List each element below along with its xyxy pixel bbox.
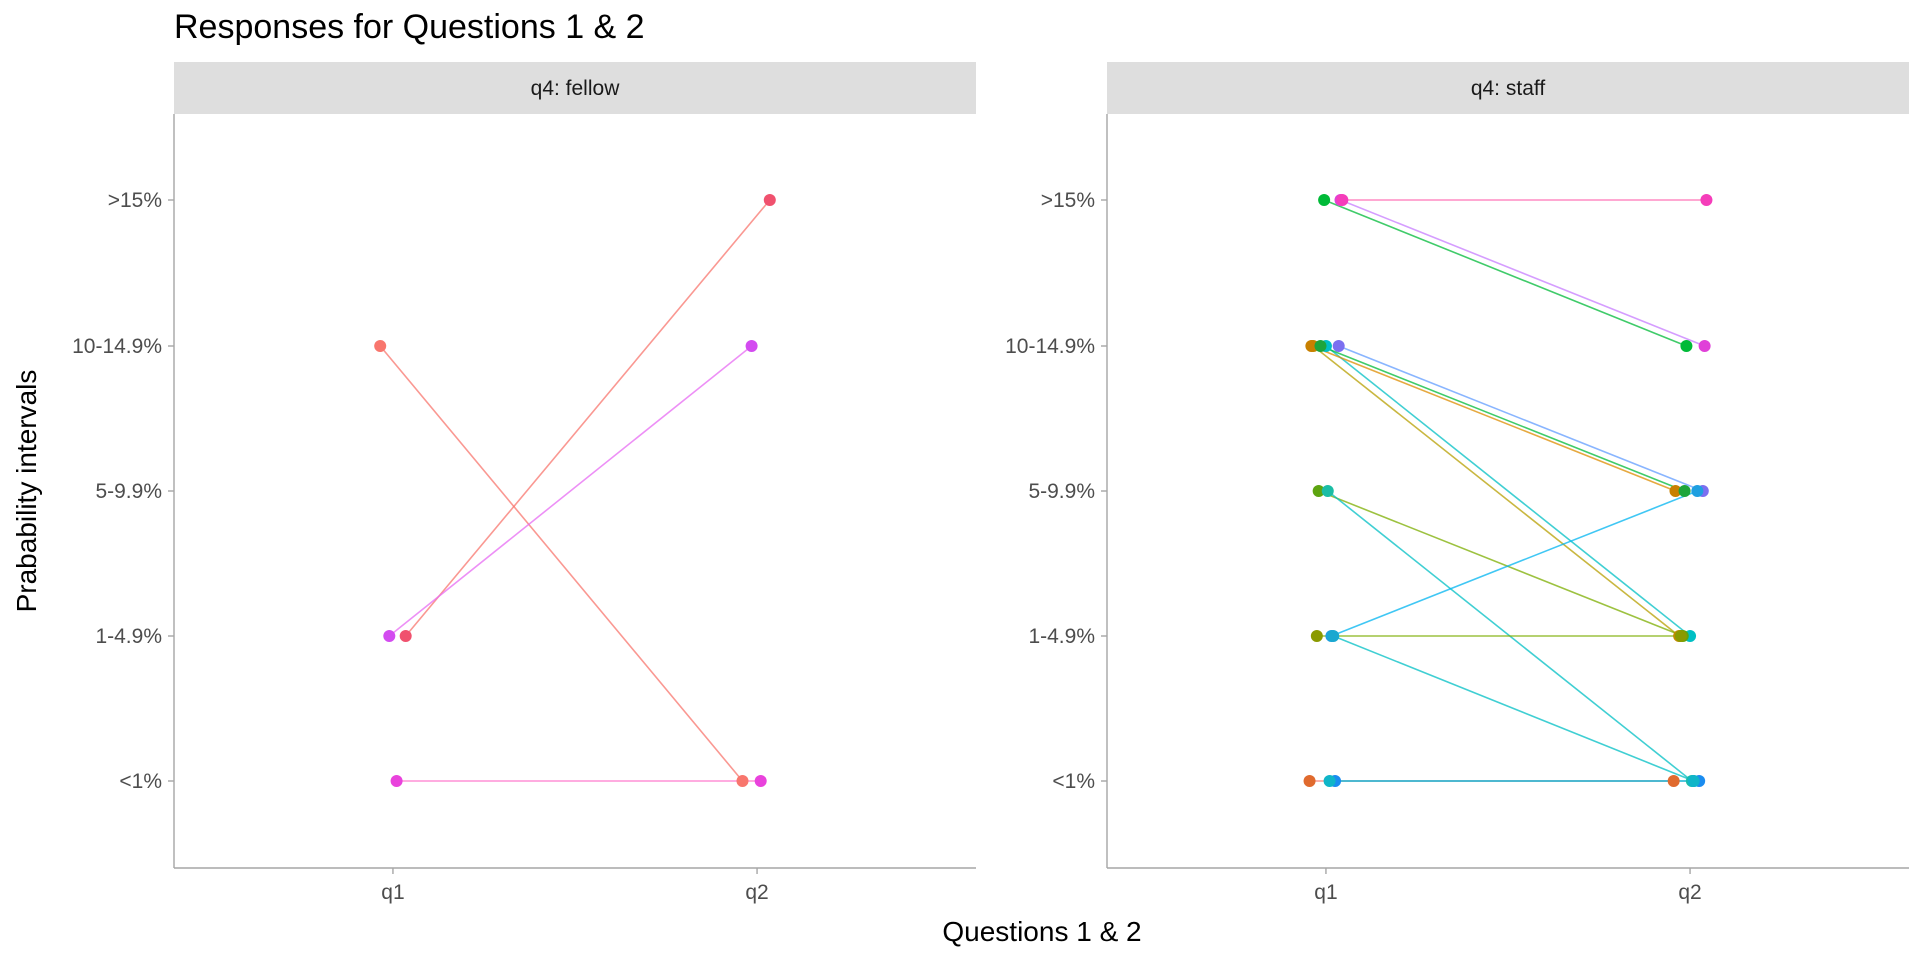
series-line-6	[1311, 345, 1676, 492]
data-point-q2	[1687, 775, 1700, 787]
data-point-q1	[1332, 340, 1345, 352]
data-point-q2	[763, 194, 776, 206]
series-line-2	[1340, 199, 1705, 347]
x-tick-label-q2: q2	[1678, 881, 1701, 904]
series-line-3	[388, 345, 753, 637]
y-tick-label-10-14-9: 10-14.9%	[72, 335, 162, 358]
strip-label-fellow: q4: fellow	[531, 77, 621, 100]
data-point-q1	[390, 775, 403, 787]
series-line-4	[1325, 345, 1691, 637]
data-point-q2	[745, 340, 758, 352]
data-point-q1	[1314, 340, 1327, 352]
series-line-8	[1338, 345, 1704, 492]
data-point-q2	[1678, 485, 1691, 497]
data-point-q1	[1336, 194, 1349, 206]
lines-fellow	[379, 199, 771, 782]
x-tick-label-q2: q2	[745, 881, 768, 904]
strip-background-fellow	[174, 62, 976, 114]
y-tick-label-15: >15%	[108, 189, 162, 212]
series-line-2	[405, 199, 771, 637]
data-point-q1	[1310, 630, 1323, 642]
y-tick-label-1-4-9: 1-4.9%	[95, 625, 162, 648]
data-point-q2	[1667, 775, 1680, 787]
series-line-13	[1332, 635, 1694, 782]
panel-staff: q4: staff <1% 1-4.9% 5-9.9% 10-14.9% >15% q1…	[1005, 62, 1909, 904]
y-tick-label-1-4-9: 1-4.9%	[1028, 625, 1095, 648]
chart-title: Responses for Questions 1 & 2	[174, 8, 645, 46]
x-tick-group-fellow: q1 q2	[381, 868, 769, 904]
strip-label-staff: q4: staff	[1471, 77, 1545, 100]
data-point-q1	[1323, 775, 1336, 787]
data-point-q1	[1321, 485, 1334, 497]
series-line-9	[1318, 490, 1684, 637]
series-line-1	[379, 345, 744, 782]
x-tick-label-q1: q1	[381, 881, 404, 904]
points-fellow	[374, 194, 776, 787]
x-tick-label-q1: q1	[1314, 881, 1337, 904]
data-point-q1	[1303, 775, 1316, 787]
x-tick-group-staff: q1 q2	[1314, 868, 1702, 904]
data-point-q1	[1312, 485, 1325, 497]
data-point-q2	[1674, 630, 1687, 642]
y-tick-label-5-9-9: 5-9.9%	[95, 480, 162, 503]
panel-fellow: q4: fellow <1% 1-4.9% 5-9.9% 10-14.9% >15% q…	[72, 62, 976, 904]
data-point-q1	[1318, 194, 1331, 206]
data-point-q1	[374, 340, 387, 352]
data-point-q2	[1698, 340, 1711, 352]
series-line-5	[1312, 345, 1680, 637]
y-axis-title: Prabability intervals	[11, 370, 42, 613]
y-tick-label-15: >15%	[1041, 189, 1095, 212]
strip-background-staff	[1107, 62, 1909, 114]
data-point-q1	[399, 630, 412, 642]
y-tick-group-staff: <1% 1-4.9% 5-9.9% 10-14.9% >15%	[1005, 189, 1107, 793]
y-tick-label-1: <1%	[1052, 770, 1095, 793]
data-point-q2	[1691, 485, 1704, 497]
data-point-q2	[754, 775, 767, 787]
y-tick-label-10-14-9: 10-14.9%	[1005, 335, 1095, 358]
data-point-q1	[383, 630, 396, 642]
y-tick-label-1: <1%	[119, 770, 162, 793]
data-point-q2	[1669, 485, 1682, 497]
data-point-q1	[1305, 340, 1318, 352]
y-tick-group-fellow: <1% 1-4.9% 5-9.9% 10-14.9% >15%	[72, 189, 174, 793]
points-staff	[1303, 194, 1713, 787]
series-line-12	[1331, 490, 1698, 637]
data-point-q1	[1327, 630, 1340, 642]
lines-staff	[1309, 199, 1707, 782]
y-tick-label-5-9-9: 5-9.9%	[1028, 480, 1095, 503]
series-line-7	[1320, 345, 1685, 492]
data-point-q2	[736, 775, 749, 787]
series-line-1	[1323, 199, 1687, 347]
x-axis-title: Questions 1 & 2	[942, 916, 1141, 947]
data-point-q2	[1680, 340, 1693, 352]
data-point-q2	[1700, 194, 1713, 206]
